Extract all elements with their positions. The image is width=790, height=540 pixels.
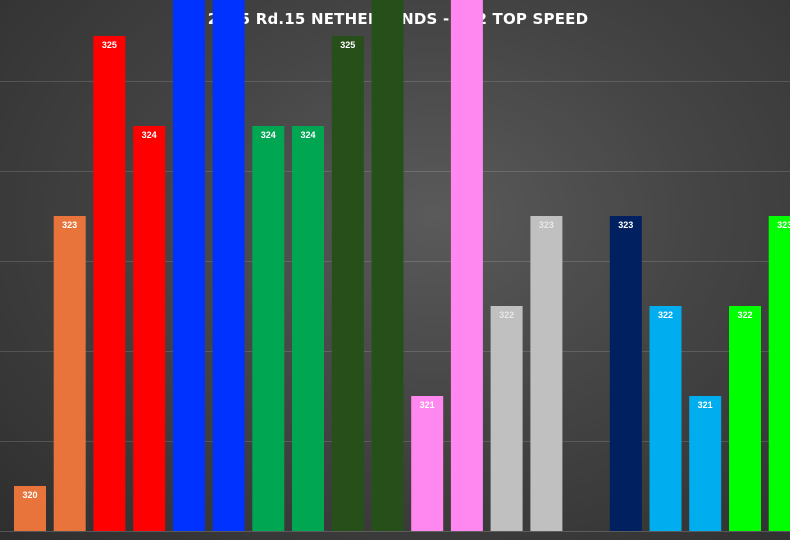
bar-13 [490, 306, 523, 531]
bar-19 [729, 306, 761, 531]
bar-2 [53, 216, 86, 531]
bar-18 [689, 396, 722, 531]
bar-16 [609, 216, 642, 531]
bar-9 [331, 36, 364, 531]
data-label-16: 323 [618, 220, 633, 230]
data-label-8: 324 [300, 130, 315, 140]
bar-4 [133, 126, 166, 531]
data-label-18: 321 [698, 400, 713, 410]
bar-11 [411, 396, 444, 531]
data-label-20: 323 [777, 220, 790, 230]
data-label-1: 320 [22, 490, 37, 500]
data-label-7: 324 [261, 130, 276, 140]
bar-17 [649, 306, 682, 531]
data-label-19: 322 [737, 310, 752, 320]
data-label-4: 324 [142, 130, 157, 140]
data-label-11: 321 [420, 400, 435, 410]
bar-7 [252, 126, 285, 531]
bar-6 [212, 0, 245, 531]
data-label-9: 325 [340, 40, 355, 50]
bar-10 [371, 0, 404, 531]
bar-5 [172, 0, 205, 531]
bar-20 [768, 216, 790, 531]
bar-14 [530, 216, 563, 531]
data-label-3: 325 [102, 40, 117, 50]
bar-8 [292, 126, 324, 531]
data-label-13: 322 [499, 310, 514, 320]
data-label-2: 323 [62, 220, 77, 230]
data-label-14: 323 [539, 220, 554, 230]
bar-1 [14, 486, 46, 531]
data-label-17: 322 [658, 310, 673, 320]
bar-12 [450, 0, 483, 531]
bar-3 [93, 36, 126, 531]
